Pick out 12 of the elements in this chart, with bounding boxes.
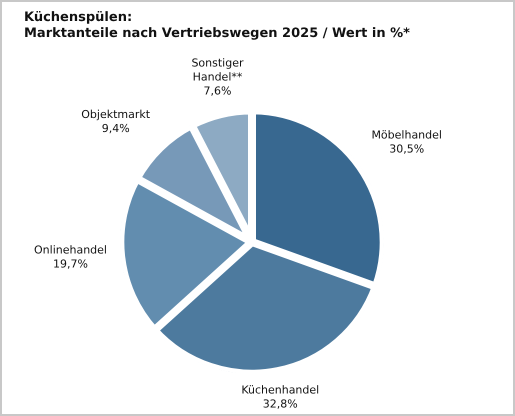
slice-label: Küchenhandel <box>241 384 320 397</box>
data-label: 9,4% <box>102 122 130 135</box>
chart-subtitle: Marktanteile nach Vertriebswegen 2025 / Wert in %* <box>24 26 410 42</box>
data-label: 7,6% <box>203 84 232 98</box>
data-label: 19,7% <box>53 257 88 270</box>
slice-label: Objektmarkt <box>81 108 151 121</box>
slice-label: Sonstiger Handel** <box>191 56 244 84</box>
slice-label: Möbelhandel <box>371 128 442 142</box>
data-label: 30,5% <box>389 142 424 156</box>
slice-label: Onlinehandel <box>34 243 107 256</box>
chart-title: Küchenspülen: <box>24 10 134 26</box>
data-label: 32,8% <box>262 398 298 411</box>
